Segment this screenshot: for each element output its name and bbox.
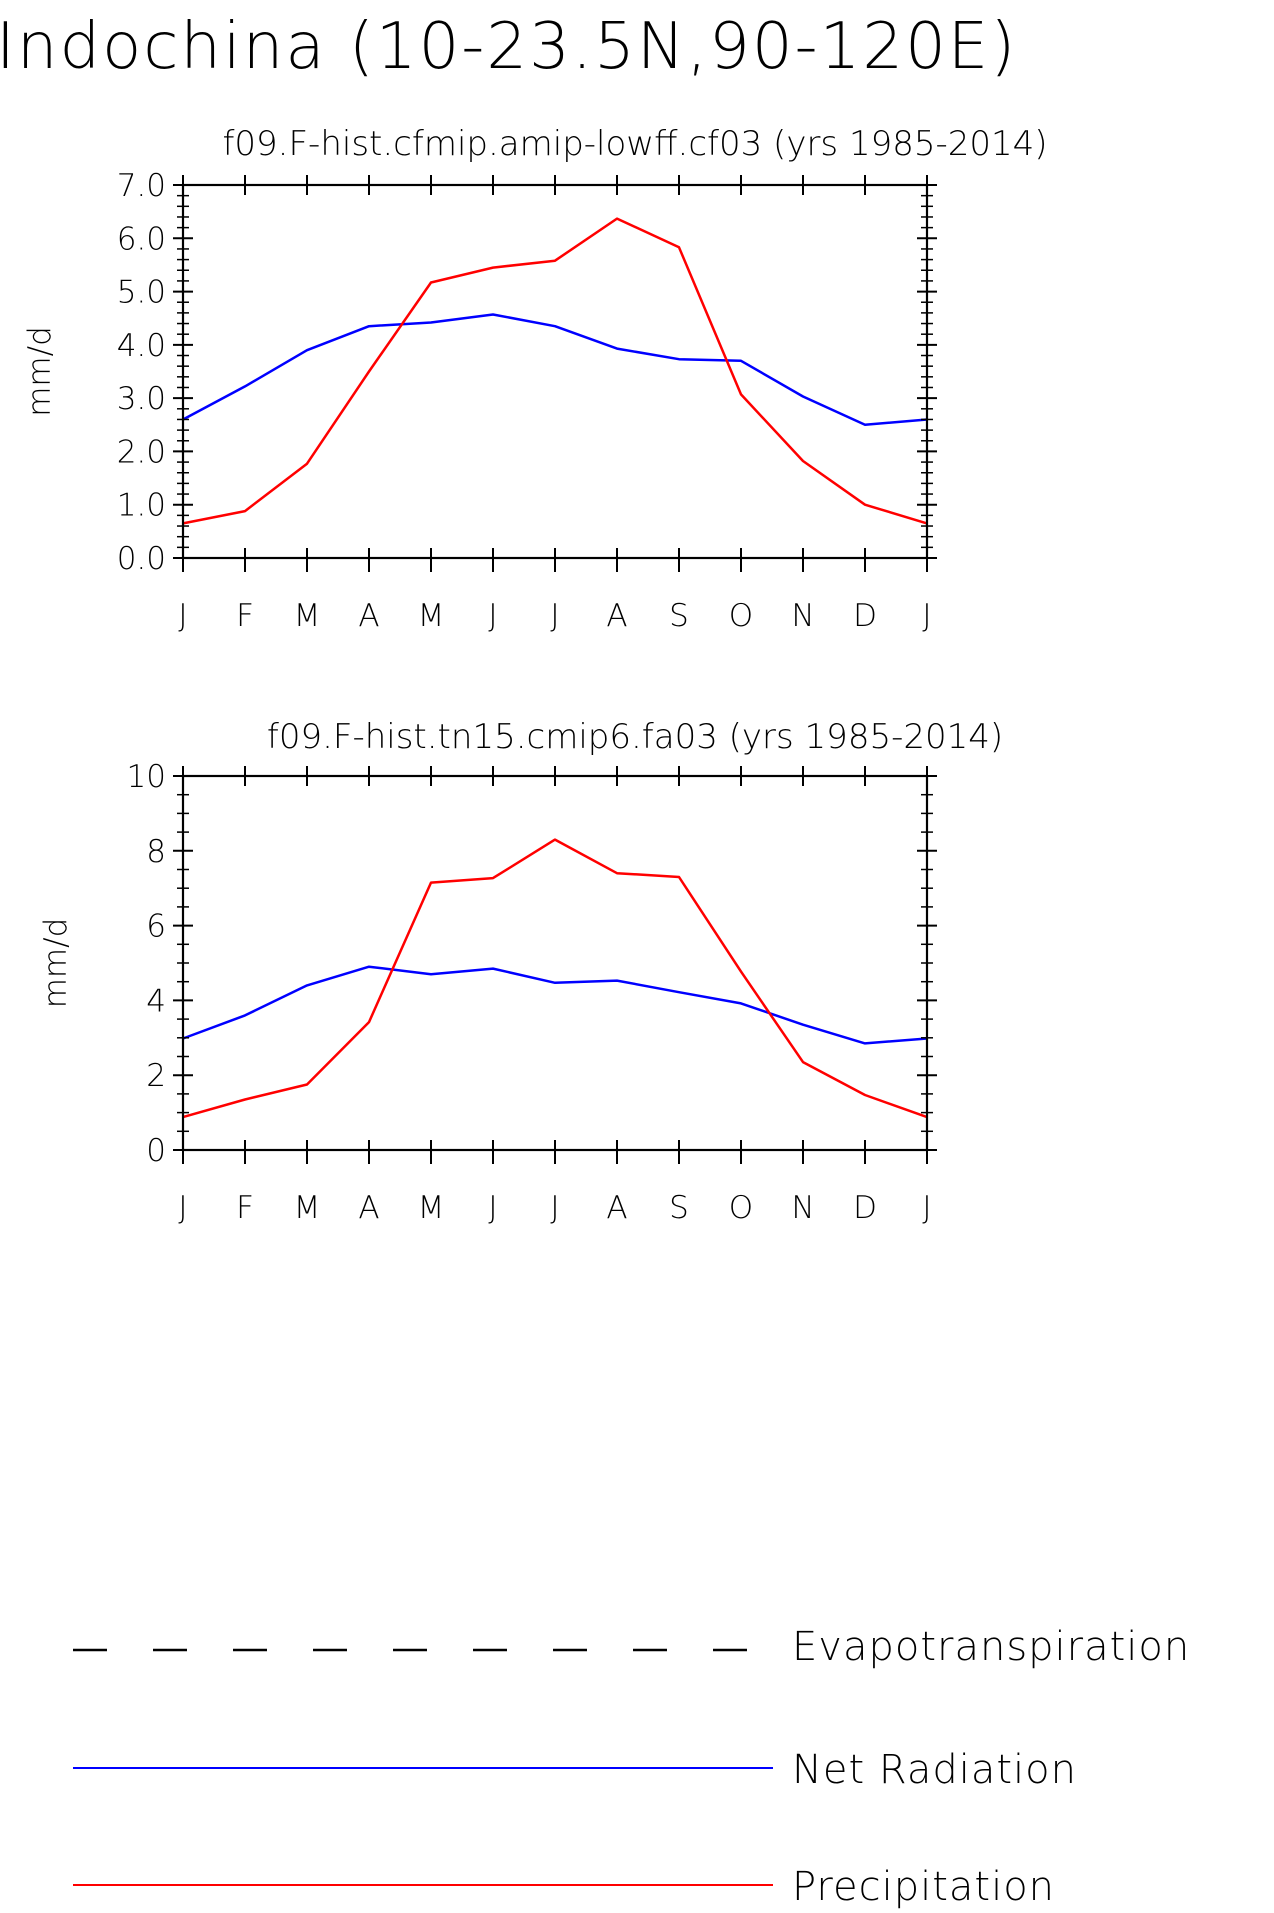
x-tick-label: J [922, 598, 931, 634]
plot-frame [181, 183, 929, 560]
x-tick-label: S [669, 598, 689, 634]
x-tick-label: D [853, 1190, 877, 1226]
x-tick-label: N [791, 1190, 814, 1226]
x-tick-label: F [236, 1190, 254, 1226]
y-tick-label: 2.0 [117, 434, 166, 470]
chart-panel-bottom: f09.F-hist.tn15.cmip6.fa03 (yrs 1985-201… [38, 717, 1003, 1226]
y-tick-label: 2 [146, 1058, 166, 1094]
x-tick-label: O [729, 1190, 753, 1226]
y-tick-label: 0 [146, 1133, 166, 1169]
x-tick-label: F [236, 598, 254, 634]
x-tick-label: S [669, 1190, 689, 1226]
legend-label-net-radiation: Net Radiation [792, 1747, 1077, 1793]
x-tick-label: M [294, 1190, 321, 1226]
series-line-precipitation [182, 838, 928, 1119]
y-tick-label: 5.0 [117, 275, 166, 311]
x-tick-label: O [729, 598, 753, 634]
series-line-net-radiation [182, 313, 928, 427]
y-tick-label: 8 [146, 834, 166, 870]
series-line-net-radiation [182, 965, 928, 1045]
y-tick-label: 4 [146, 983, 166, 1019]
chart-title: f09.F-hist.cfmip.amip-lowff.cf03 (yrs 19… [222, 124, 1047, 164]
y-tick-label: 6 [146, 909, 166, 945]
legend: Evapotranspiration Net Radiation Precipi… [73, 1624, 1190, 1910]
x-tick-label: J [550, 598, 559, 634]
y-tick-label: 6.0 [117, 221, 166, 257]
chart-title: f09.F-hist.tn15.cmip6.fa03 (yrs 1985-201… [267, 717, 1003, 757]
y-tick-label: 4.0 [117, 328, 166, 364]
x-tick-label: M [418, 1190, 445, 1226]
y-tick-label: 7.0 [117, 168, 166, 204]
x-tick-label: D [853, 598, 877, 634]
y-axis-label: mm/d [38, 918, 74, 1009]
x-tick-label: J [922, 1190, 931, 1226]
legend-label-evapotranspiration: Evapotranspiration [792, 1624, 1190, 1670]
plot-frame [181, 774, 929, 1152]
x-tick-label: J [488, 1190, 497, 1226]
figure-title: Indochina (10-23.5N,90-120E) [0, 10, 1017, 84]
x-tick-label: M [294, 598, 321, 634]
x-tick-label: A [358, 1190, 379, 1226]
x-tick-label: J [550, 1190, 559, 1226]
x-tick-label: J [488, 598, 497, 634]
x-tick-label: J [178, 1190, 187, 1226]
x-tick-label: M [418, 598, 445, 634]
y-tick-label: 3.0 [117, 381, 166, 417]
y-tick-label: 10 [127, 759, 166, 795]
x-tick-label: A [358, 598, 379, 634]
x-tick-label: J [178, 598, 187, 634]
series-line-precipitation [182, 217, 928, 525]
x-tick-label: A [606, 598, 627, 634]
y-tick-label: 1.0 [117, 488, 166, 524]
y-axis-label: mm/d [22, 326, 58, 417]
x-tick-label: A [606, 1190, 627, 1226]
legend-label-precipitation: Precipitation [792, 1864, 1055, 1910]
y-tick-label: 0.0 [117, 541, 166, 577]
x-tick-label: N [791, 598, 814, 634]
chart-panel-top: f09.F-hist.cfmip.amip-lowff.cf03 (yrs 19… [22, 124, 1048, 634]
